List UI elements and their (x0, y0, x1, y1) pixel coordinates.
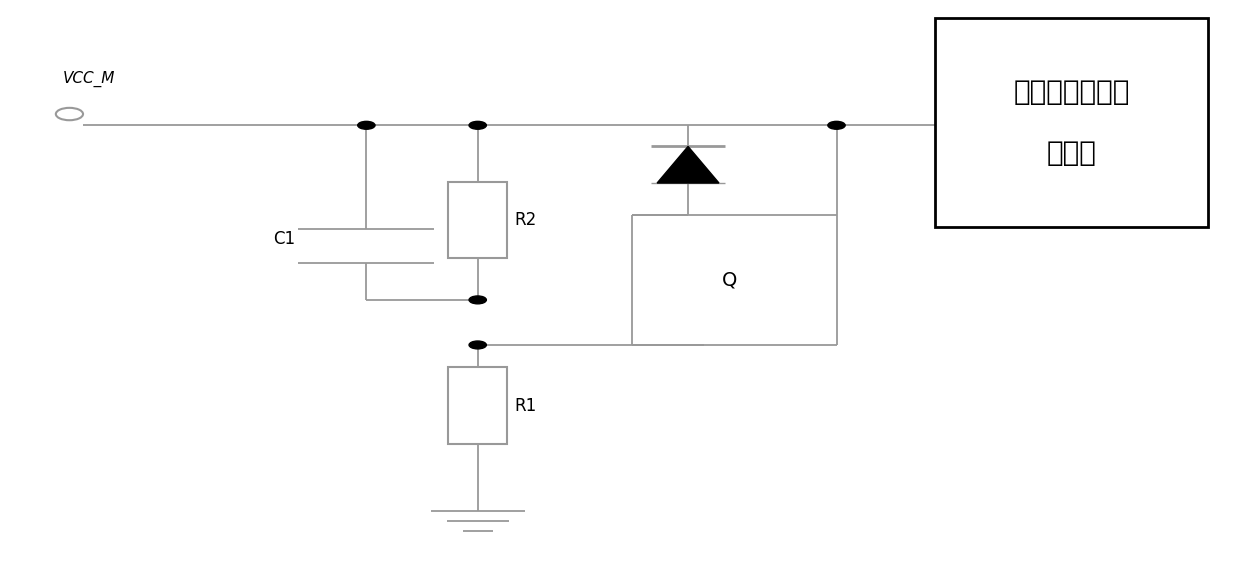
Circle shape (828, 121, 846, 129)
Circle shape (469, 341, 486, 349)
Text: VCC_M: VCC_M (63, 71, 115, 87)
Circle shape (469, 121, 486, 129)
Circle shape (469, 296, 486, 304)
Bar (448, 182, 507, 258)
Polygon shape (657, 147, 719, 183)
Text: 能模块: 能模块 (1047, 139, 1096, 168)
Text: R2: R2 (515, 211, 537, 229)
Text: 信息转换器的功: 信息转换器的功 (1013, 78, 1130, 105)
Text: R1: R1 (515, 397, 537, 415)
Text: C1: C1 (274, 230, 295, 247)
Text: Q: Q (722, 271, 738, 290)
Bar (935, 18, 1208, 226)
Circle shape (357, 121, 374, 129)
Bar (448, 367, 507, 444)
